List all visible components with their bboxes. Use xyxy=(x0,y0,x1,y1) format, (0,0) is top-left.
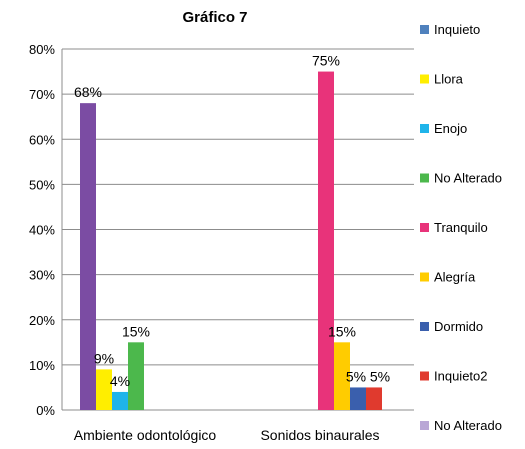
y-tick-label: 30% xyxy=(29,268,55,283)
x-axis: Ambiente odontológico Sonidos binaurales xyxy=(74,427,380,443)
x-category-label: Ambiente odontológico xyxy=(74,427,217,443)
gridlines xyxy=(61,48,414,411)
bar xyxy=(366,387,382,410)
y-tick-label: 20% xyxy=(29,313,55,328)
bar xyxy=(128,342,144,410)
data-label: 15% xyxy=(122,323,150,339)
legend-swatch xyxy=(420,74,429,84)
y-tick-label: 60% xyxy=(29,132,55,147)
data-label: 9% xyxy=(94,350,114,366)
x-category-label: Sonidos binaurales xyxy=(260,427,379,443)
bars xyxy=(80,71,382,411)
legend-swatch xyxy=(420,124,429,133)
y-axis: 0% 10% 20% 30% 40% 50% 60% 70% 80% xyxy=(29,42,55,418)
y-tick-label: 40% xyxy=(29,223,55,238)
data-label: 5% xyxy=(370,368,390,384)
bar xyxy=(350,387,366,410)
legend-label: Inquieto xyxy=(434,22,480,37)
legend-swatch xyxy=(420,223,429,232)
legend-label: Llora xyxy=(434,72,464,87)
legend-label: No Alterado xyxy=(434,418,502,433)
data-labels: 68% 9% 4% 15% 75% 15% 5% 5% xyxy=(74,53,390,389)
data-label: 15% xyxy=(328,323,356,339)
legend-label: Tranquilo xyxy=(434,220,488,235)
legend-label: No Alterado xyxy=(434,171,502,186)
data-label: 75% xyxy=(312,53,340,69)
legend-swatch xyxy=(420,322,429,331)
bar xyxy=(334,342,350,410)
y-tick-label: 50% xyxy=(29,177,55,192)
bar xyxy=(96,369,112,410)
chart-title: Gráfico 7 xyxy=(182,9,247,26)
legend-swatch xyxy=(420,371,429,381)
bar xyxy=(80,103,96,411)
legend-swatch xyxy=(420,272,429,282)
legend-swatch xyxy=(420,25,429,34)
legend-label: Alegría xyxy=(434,270,476,285)
legend-label: Enojo xyxy=(434,121,467,136)
bar xyxy=(318,71,334,410)
data-label: 68% xyxy=(74,84,102,100)
legend-label: Inquieto2 xyxy=(434,369,488,384)
data-label: 5% xyxy=(346,368,366,384)
legend-swatch xyxy=(420,421,429,430)
y-tick-label: 70% xyxy=(29,87,55,102)
bar xyxy=(112,391,128,410)
y-tick-label: 80% xyxy=(29,42,55,57)
legend: Inquieto Llora Enojo No Alterado Tranquilo Al… xyxy=(420,22,502,433)
y-tick-label: 0% xyxy=(36,403,55,418)
legend-label: Dormido xyxy=(434,319,483,334)
y-tick-label: 10% xyxy=(29,358,55,373)
legend-swatch xyxy=(420,173,429,183)
data-label: 4% xyxy=(110,373,130,389)
